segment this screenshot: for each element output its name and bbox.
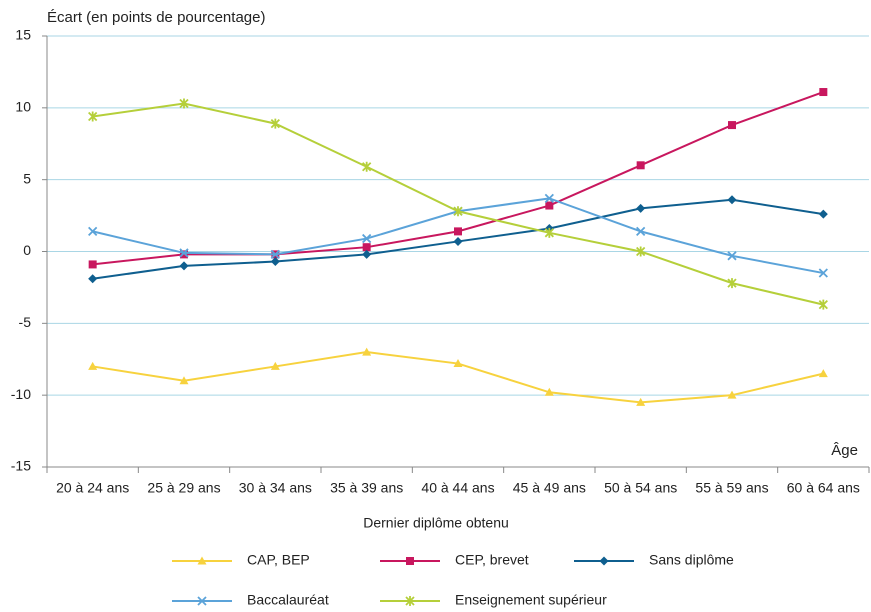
x-tick-label: 35 à 39 ans xyxy=(330,480,403,496)
legend-marker xyxy=(197,596,207,606)
marker xyxy=(727,390,737,399)
marker xyxy=(453,236,463,246)
x-axis-title: Dernier diplôme obtenu xyxy=(363,515,509,531)
marker xyxy=(270,249,280,260)
legend-marker xyxy=(197,556,207,565)
marker xyxy=(727,278,737,289)
legend-marker xyxy=(405,596,415,606)
marker xyxy=(818,369,828,378)
marker xyxy=(727,251,737,261)
marker xyxy=(545,201,554,210)
y-tick-label: -5 xyxy=(19,314,32,330)
marker xyxy=(179,248,189,258)
marker xyxy=(818,209,828,219)
marker xyxy=(179,98,189,109)
legend-label: Enseignement supérieur xyxy=(455,592,607,608)
marker xyxy=(544,387,554,396)
legend-label: Sans diplôme xyxy=(649,552,734,568)
marker xyxy=(636,161,645,170)
marker xyxy=(180,250,188,259)
y-tick-label: 10 xyxy=(15,99,31,115)
legend-label: Baccalauréat xyxy=(247,592,329,608)
marker xyxy=(636,246,646,257)
x-tick-label: 55 à 59 ans xyxy=(695,480,768,496)
legend-marker xyxy=(599,556,609,566)
marker xyxy=(88,226,98,237)
y-tick-label: -15 xyxy=(11,458,31,474)
marker xyxy=(362,233,372,244)
marker xyxy=(819,88,828,97)
y-tick-label: 15 xyxy=(15,27,31,43)
y-tick-label: 0 xyxy=(23,242,31,258)
y-axis-title: Écart (en points de pourcentage) xyxy=(47,9,265,26)
marker xyxy=(179,376,189,385)
marker xyxy=(454,227,462,236)
legend-marker xyxy=(406,557,414,565)
marker xyxy=(270,257,280,267)
marker xyxy=(636,397,646,406)
legend-label: CAP, BEP xyxy=(247,552,310,568)
marker xyxy=(270,361,280,370)
x-tick-label: 60 à 64 ans xyxy=(787,480,860,496)
marker xyxy=(818,299,828,310)
marker xyxy=(636,203,646,213)
marker xyxy=(362,347,372,356)
marker xyxy=(818,268,828,278)
marker xyxy=(88,361,98,370)
legend-label: CEP, brevet xyxy=(455,552,529,568)
marker xyxy=(636,226,646,237)
marker xyxy=(453,359,463,368)
marker xyxy=(270,118,280,129)
marker xyxy=(88,274,98,284)
x-tick-label: 50 à 54 ans xyxy=(604,480,677,496)
x-tick-label: 20 à 24 ans xyxy=(56,480,129,496)
marker xyxy=(362,161,372,172)
x-tick-label: 25 à 29 ans xyxy=(147,480,220,496)
y-tick-label: 5 xyxy=(23,170,31,186)
marker xyxy=(453,206,463,217)
x-tick-label: 30 à 34 ans xyxy=(239,480,312,496)
marker xyxy=(88,260,97,269)
marker xyxy=(544,193,554,203)
marker xyxy=(362,243,371,252)
x-tick-label: 40 à 44 ans xyxy=(421,480,494,496)
marker xyxy=(728,121,736,130)
marker xyxy=(727,195,737,205)
marker xyxy=(362,249,372,259)
marker xyxy=(88,111,98,122)
marker xyxy=(179,261,189,271)
marker xyxy=(544,227,554,238)
y-tick-label: -10 xyxy=(11,386,31,402)
x-axis-end-label: Âge xyxy=(831,442,858,459)
x-tick-label: 45 à 49 ans xyxy=(513,480,586,496)
